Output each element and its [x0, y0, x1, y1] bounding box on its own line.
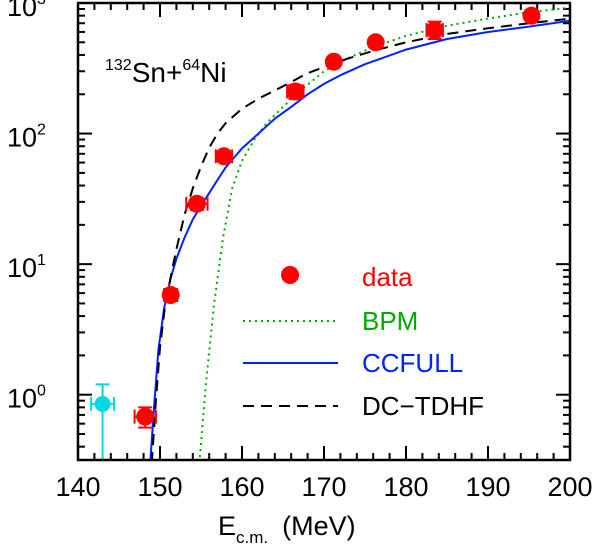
y-tick-label-exp: 1 [37, 252, 46, 269]
annotation-element-b: Ni [200, 57, 226, 88]
x-tick-label: 160 [219, 472, 264, 502]
plot-frame [76, 1, 572, 462]
y-tick-label-exp: 3 [37, 0, 46, 8]
annotation-element-a: Sn+ [132, 57, 183, 88]
y-tick-label: 102 [7, 122, 46, 153]
y-tick-label: 100 [7, 383, 46, 414]
legend-label: DC−TDHF [362, 391, 484, 421]
x-axis-title-main: E [218, 511, 236, 541]
data-point [324, 52, 343, 71]
x-tick-label: 150 [137, 472, 182, 502]
data-point [136, 407, 155, 426]
annotation-mass-b: 64 [182, 57, 200, 74]
y-tick-label-base: 10 [7, 0, 37, 22]
y-tick-label-base: 10 [7, 253, 37, 283]
x-tick-label: 170 [301, 472, 346, 502]
y-tick-label: 101 [7, 252, 46, 283]
x-tick-label: 180 [383, 472, 428, 502]
annotation-mass-a: 132 [105, 57, 132, 74]
legend-label: BPM [362, 306, 418, 336]
reaction-annotation: 132Sn+64Ni [105, 57, 227, 88]
y-tick-label-base: 10 [7, 123, 37, 153]
y-tick-label-base: 10 [7, 384, 37, 414]
x-tick-label: 190 [465, 472, 510, 502]
x-axis-title: Ec.m. (MeV) [218, 511, 356, 547]
x-tick-label: 200 [547, 472, 592, 502]
legend-label: data [362, 262, 413, 292]
y-tick-label: 103 [7, 0, 46, 22]
data-point [286, 82, 305, 101]
data-point [425, 21, 444, 40]
y-tick-label-exp: 2 [37, 122, 46, 139]
data-point [522, 6, 541, 25]
curve-dc-tdhf [150, 17, 570, 460]
data-point [161, 286, 180, 305]
y-tick-label-exp: 0 [37, 383, 46, 400]
data-point [187, 194, 206, 213]
data-point [214, 147, 233, 166]
x-axis-title-sub: c.m. [236, 528, 268, 547]
data-point [366, 33, 385, 52]
legend-symbol-data [281, 266, 299, 284]
points-group [90, 6, 541, 460]
tick-labels-group: 140150160170180190200100101102103 [7, 0, 593, 502]
legend: data BPM CCFULL DC−TDHF [243, 262, 484, 421]
legend-label: CCFULL [362, 348, 463, 378]
extra-point [94, 395, 111, 412]
x-tick-label: 140 [55, 472, 100, 502]
x-axis-title-units: (MeV) [282, 511, 356, 541]
